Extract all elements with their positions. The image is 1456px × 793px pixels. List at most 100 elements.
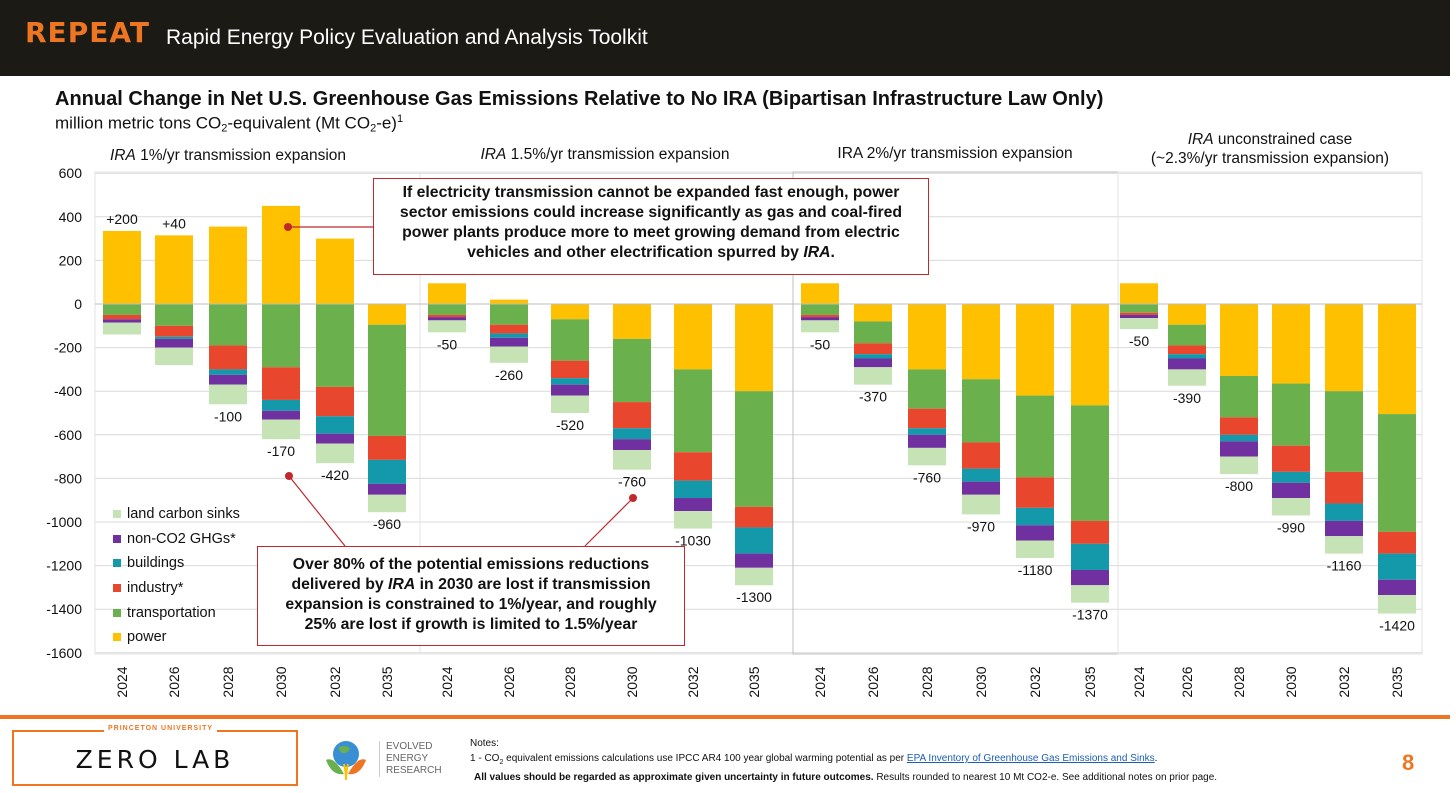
data-label: -1030: [675, 533, 711, 549]
bar-segment-land_carbon_sinks: [1071, 585, 1109, 603]
bar-segment-buildings: [1220, 434, 1258, 442]
panel-title-2: IRA 1.5%/yr transmission expansion: [480, 146, 730, 163]
x-tick-label: 2030: [624, 666, 640, 697]
bar-segment-non_co2_ghgs: [551, 384, 589, 396]
y-tick-label: 200: [59, 252, 83, 268]
bar-segment-land_carbon_sinks: [735, 567, 773, 586]
bar-segment-land_carbon_sinks: [209, 384, 247, 405]
data-label: -100: [214, 408, 242, 424]
bar-segment-power: [368, 304, 406, 325]
bar-segment-industry: [801, 314, 839, 318]
legend-item-power: power: [113, 625, 240, 650]
bar-segment-industry: [854, 343, 892, 355]
bar-segment-power: [1120, 283, 1158, 304]
x-tick-label: 2028: [220, 666, 236, 697]
bar-segment-non_co2_ghgs: [613, 439, 651, 451]
bar-segment-industry: [103, 314, 141, 320]
toolkit-subtitle: Rapid Energy Policy Evaluation and Analy…: [166, 26, 648, 49]
bar-segment-power: [908, 304, 946, 370]
bar-segment-transportation: [962, 379, 1000, 443]
bar-segment-industry: [316, 386, 354, 417]
x-tick-label: 2030: [1283, 666, 1299, 697]
bar-segment-industry: [368, 435, 406, 460]
epa-inventory-link[interactable]: EPA Inventory of Greenhouse Gas Emission…: [906, 753, 1155, 764]
data-label: -960: [373, 516, 401, 532]
bar-segment-power: [209, 226, 247, 304]
panel-title-3: IRA 2%/yr transmission expansion: [837, 145, 1073, 162]
bar-segment-industry: [1272, 445, 1310, 472]
bar-segment-non_co2_ghgs: [262, 410, 300, 420]
bar-segment-non_co2_ghgs: [1120, 314, 1158, 319]
callout-pointer: [584, 497, 634, 547]
bar-segment-non_co2_ghgs: [801, 317, 839, 321]
y-tick-label: -600: [54, 427, 82, 443]
bar-segment-transportation: [209, 304, 247, 346]
bar-segment-power: [735, 304, 773, 392]
bar-segment-industry: [674, 452, 712, 481]
bar-segment-non_co2_ghgs: [1220, 441, 1258, 457]
bar-segment-buildings: [735, 527, 773, 554]
footer-divider: [0, 715, 1450, 719]
bar-segment-land_carbon_sinks: [1325, 536, 1363, 554]
data-label: -760: [913, 469, 941, 485]
bar-segment-power: [801, 283, 839, 304]
x-tick-label: 2030: [973, 666, 989, 697]
legend-swatch: [113, 584, 121, 593]
bar-segment-power: [962, 304, 1000, 380]
bar-segment-buildings: [262, 399, 300, 411]
bar-segment-transportation: [1120, 304, 1158, 313]
callout-dot: [284, 223, 292, 231]
header-bar: REPEAT Rapid Energy Policy Evaluation an…: [0, 0, 1450, 76]
bar-segment-buildings: [209, 369, 247, 375]
bar-segment-industry: [1325, 471, 1363, 504]
bar-segment-land_carbon_sinks: [1378, 595, 1416, 614]
bar-segment-non_co2_ghgs: [854, 358, 892, 368]
bar-segment-industry: [1120, 312, 1158, 315]
y-tick-label: -400: [54, 383, 82, 399]
x-tick-label: 2028: [1231, 666, 1247, 697]
globe-leaf-icon: [326, 741, 366, 781]
bar-segment-industry: [1168, 345, 1206, 355]
chart-legend: land carbon sinks non-CO2 GHGs* building…: [113, 502, 240, 650]
bar-segment-non_co2_ghgs: [962, 481, 1000, 495]
bar-segment-land_carbon_sinks: [1220, 456, 1258, 475]
data-label: -1160: [1327, 558, 1362, 574]
data-label: -970: [967, 518, 995, 534]
callout-dot: [285, 472, 293, 480]
bar-segment-industry: [735, 506, 773, 528]
bar-segment-non_co2_ghgs: [1168, 358, 1206, 370]
bar-segment-non_co2_ghgs: [1016, 525, 1054, 541]
bar-segment-land_carbon_sinks: [1272, 498, 1310, 516]
data-label: -1420: [1379, 618, 1415, 634]
bar-segment-land_carbon_sinks: [155, 347, 193, 366]
note-1: 1 - CO2 equivalent emissions calculation…: [470, 753, 1158, 766]
x-tick-label: 2035: [1082, 666, 1098, 697]
data-label: -50: [1129, 333, 1149, 349]
legend-swatch: [113, 633, 121, 642]
bar-segment-buildings: [1272, 471, 1310, 483]
x-tick-label: 2024: [812, 666, 828, 697]
bar-segment-non_co2_ghgs: [155, 338, 193, 348]
bar-segment-transportation: [908, 369, 946, 409]
bar-segment-non_co2_ghgs: [209, 374, 247, 385]
bar-segment-power: [1272, 304, 1310, 384]
bar-segment-power: [155, 235, 193, 304]
bar-segment-power: [262, 205, 300, 304]
bar-segment-transportation: [1325, 391, 1363, 472]
bar-segment-industry: [209, 345, 247, 370]
bar-segment-non_co2_ghgs: [368, 483, 406, 495]
legend-swatch: [113, 608, 121, 617]
bar-segment-transportation: [674, 369, 712, 453]
x-tick-label: 2032: [327, 666, 343, 697]
bar-segment-power: [428, 283, 466, 304]
x-tick-label: 2028: [919, 666, 935, 697]
bar-segment-land_carbon_sinks: [262, 419, 300, 440]
data-label: +200: [106, 211, 138, 227]
x-tick-label: 2035: [1389, 666, 1405, 697]
data-label: -390: [1173, 390, 1201, 406]
bar-segment-power: [490, 299, 528, 304]
x-tick-label: 2024: [439, 666, 455, 697]
bar-segment-land_carbon_sinks: [1120, 318, 1158, 330]
bar-segment-land_carbon_sinks: [428, 320, 466, 333]
